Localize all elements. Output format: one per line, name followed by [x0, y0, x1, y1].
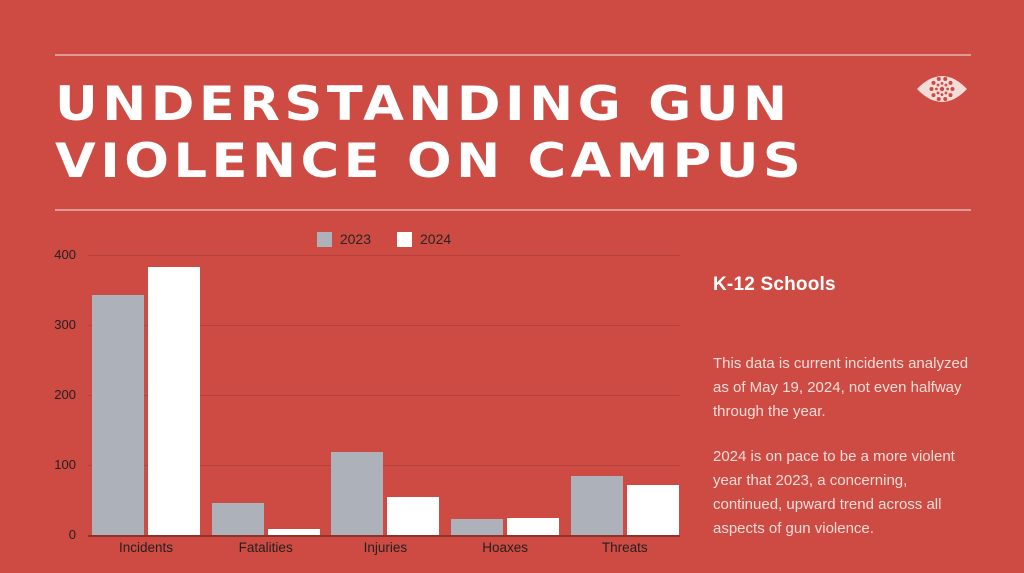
x-axis-line — [88, 535, 680, 537]
legend-label-2023: 2023 — [339, 231, 371, 247]
side-paragraph-2: 2024 is on pace to be a more violent yea… — [713, 448, 955, 537]
gridline — [88, 465, 680, 466]
page-title: UNDERSTANDING GUN VIOLENCE ON CAMPUS — [55, 77, 806, 189]
legend-item-2023: 2023 — [316, 231, 371, 247]
y-tick-label: 400 — [54, 247, 76, 262]
x-axis-label-fatalities: Fatalities — [238, 540, 293, 555]
side-panel-heading: K-12 Schools — [713, 274, 836, 295]
y-tick-label: 100 — [54, 457, 76, 472]
chart-plot-area — [88, 255, 680, 537]
bar-hoaxes-2024 — [507, 517, 560, 535]
bar-threats-2023 — [570, 476, 623, 535]
x-axis-label-injuries: Injuries — [363, 540, 408, 555]
legend-swatch-2024 — [397, 231, 412, 247]
x-axis-label-threats: Threats — [601, 540, 648, 555]
bar-injuries-2023 — [331, 452, 384, 535]
y-tick-label: 300 — [54, 317, 76, 332]
y-tick-label: 200 — [54, 387, 76, 402]
gridline — [88, 325, 680, 326]
gridline — [88, 255, 680, 256]
side-panel: K-12 Schools This data is current incide… — [713, 274, 975, 562]
chart-legend: 2023 2024 — [88, 231, 680, 247]
top-divider — [55, 54, 971, 56]
bar-hoaxes-2023 — [451, 518, 504, 535]
eye-logo-icon — [917, 76, 967, 102]
bar-threats-2024 — [626, 484, 679, 535]
gridline — [88, 395, 680, 396]
bar-fatalities-2023 — [211, 502, 264, 535]
legend-label-2024: 2024 — [420, 231, 452, 247]
x-axis-label-hoaxes: Hoaxes — [482, 540, 528, 555]
bar-incidents-2024 — [148, 266, 200, 535]
bar-injuries-2024 — [387, 497, 440, 535]
legend-item-2024: 2024 — [397, 231, 451, 247]
bar-incidents-2023 — [92, 294, 144, 535]
side-paragraph-1: This data is current incidents analyzed … — [713, 355, 969, 420]
legend-swatch-2023 — [316, 231, 332, 247]
bar-fatalities-2024 — [267, 528, 320, 535]
header-divider — [55, 209, 971, 211]
y-tick-label: 0 — [68, 527, 76, 542]
x-axis-label-incidents: Incidents — [118, 540, 174, 555]
